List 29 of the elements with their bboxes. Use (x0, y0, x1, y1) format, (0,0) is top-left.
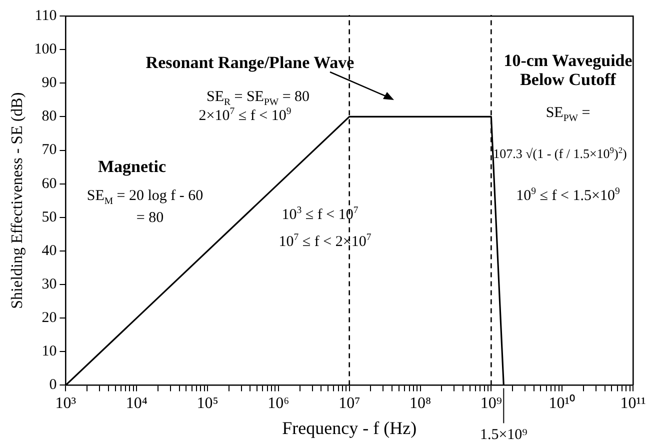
y-tick-label: 90 (42, 75, 57, 92)
x-tick-label: 10⁷ (338, 395, 360, 412)
x-tick-label: 10⁵ (196, 395, 218, 412)
x-tick-label: 10³ (55, 395, 76, 412)
x-tick-label: 10¹¹ (620, 395, 646, 412)
y-axis-title: Shielding Effectiveness - SE (dB) (8, 92, 26, 309)
x-axis-title: Frequency - f (Hz) (282, 418, 417, 438)
y-tick-label: 70 (42, 142, 57, 158)
annotation: Magnetic (98, 157, 166, 176)
ref-line-label: 1.5×10⁹ (480, 427, 528, 444)
y-tick-label: 60 (42, 176, 57, 192)
annotation: 10-cm Waveguide (504, 51, 633, 70)
annotation: Below Cutoff (520, 70, 616, 89)
x-tick-label: 10⁶ (268, 395, 290, 412)
y-tick-label: 110 (34, 8, 57, 24)
y-tick-label: 20 (42, 310, 57, 326)
x-tick-label: 10⁴ (126, 395, 148, 412)
y-tick-label: 40 (42, 242, 57, 259)
y-tick-label: 100 (34, 42, 57, 58)
annotation: = 80 (136, 210, 164, 226)
y-tick-label: 80 (42, 108, 57, 125)
x-tick-label: 10⁸ (409, 395, 432, 412)
annotation: Resonant Range/Plane Wave (146, 53, 355, 72)
x-tick-label: 10¹⁰ (548, 394, 576, 412)
y-tick-label: 30 (42, 276, 57, 292)
x-tick-label: 10⁹ (480, 395, 502, 412)
y-tick-label: 50 (42, 209, 57, 226)
y-tick-label: 0 (49, 377, 57, 394)
y-tick-label: 10 (42, 344, 57, 360)
